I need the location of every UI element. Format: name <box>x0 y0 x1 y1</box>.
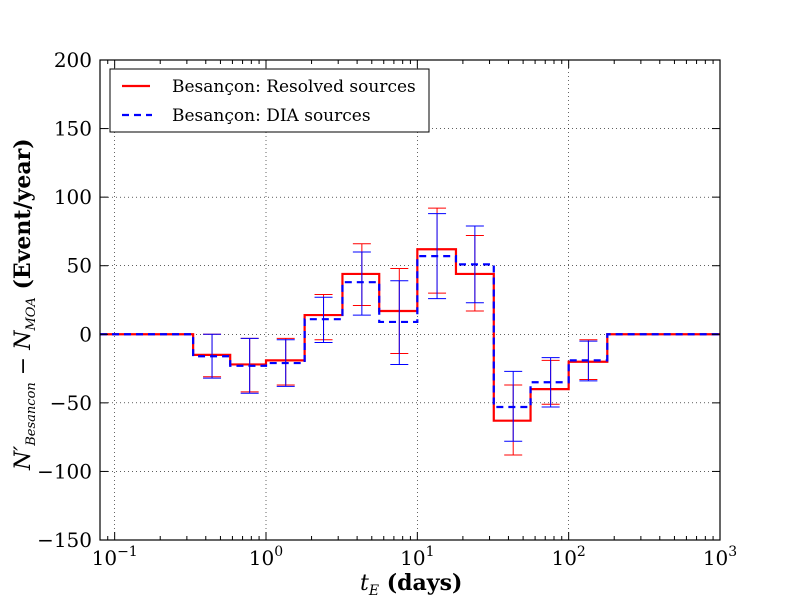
legend-label-dia: Besançon: DIA sources <box>172 106 371 126</box>
y-tick-label: 150 <box>54 117 92 141</box>
x-axis-label: tE (days) <box>360 570 462 599</box>
x-tick-label: 101 <box>400 544 434 570</box>
step-line <box>100 255 720 409</box>
series-0 <box>100 207 720 456</box>
legend: Besançon: Resolved sources Besançon: DIA… <box>109 68 430 133</box>
x-axis-sub: E <box>368 583 379 599</box>
y-axis-label: N′Besancon − NMOA (Event/year) <box>10 138 39 471</box>
axis-ticks: −150 −100 −50 0 50 100 150 200 10−1 100 101 102 103 <box>37 48 737 570</box>
x-tick-label: 103 <box>703 544 737 570</box>
y-tick-label: 50 <box>67 254 92 278</box>
x-tick-label: 102 <box>551 544 585 570</box>
series-layer <box>100 207 720 456</box>
y-tick-label: 0 <box>79 322 92 346</box>
y-tick-label: 200 <box>54 48 92 72</box>
y-axis-var: N′ <box>11 446 36 471</box>
y-axis-mid: − N <box>11 330 36 382</box>
x-tick-label: 10−1 <box>92 544 138 570</box>
y-axis-sub1: Besancon <box>24 382 39 447</box>
series-1 <box>100 213 720 442</box>
y-tick-label: −100 <box>37 459 92 483</box>
y-axis-unit: (Event/year) <box>10 138 36 297</box>
x-axis-unit: (days) <box>379 570 462 596</box>
y-tick-label: 100 <box>54 185 92 209</box>
y-axis-sub2: MOA <box>24 297 39 331</box>
y-tick-label: −150 <box>37 528 92 552</box>
legend-label-resolved: Besançon: Resolved sources <box>172 77 416 97</box>
y-tick-label: −50 <box>50 391 92 415</box>
x-axis-var: t <box>360 571 369 596</box>
x-tick-label: 100 <box>249 544 283 570</box>
legend-box <box>109 68 430 133</box>
step-line <box>100 248 720 422</box>
